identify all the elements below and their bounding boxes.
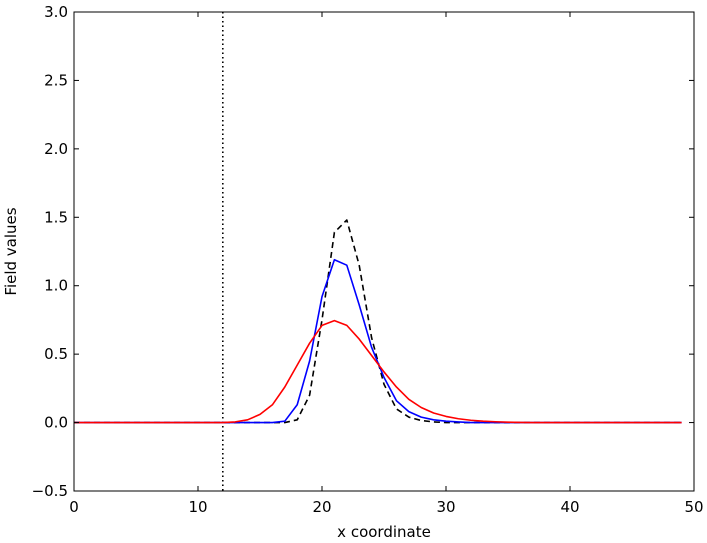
- x-axis-label: x coordinate: [337, 523, 431, 541]
- x-tick-label: 0: [69, 498, 79, 516]
- y-tick-label: 0.0: [44, 414, 68, 432]
- series-line-2: [74, 258, 682, 424]
- y-tick-label: 3.0: [44, 3, 68, 21]
- y-tick-label: 1.0: [44, 277, 68, 295]
- y-tick-label: 2.5: [44, 71, 68, 89]
- x-tick-label: 50: [684, 498, 703, 516]
- x-tick-label: 20: [312, 498, 331, 516]
- x-tick-label: 10: [188, 498, 207, 516]
- axis-ticks: 0 10 20 30 40 50 −0.5 0.0 0.5 1.0 1.5 2.0 2.5 3.0: [32, 3, 704, 516]
- plot-frame: [73, 11, 695, 492]
- y-tick-label: −0.5: [32, 482, 68, 500]
- y-tick-label: 0.5: [44, 345, 68, 363]
- x-tick-label: 30: [436, 498, 455, 516]
- y-tick-label: 2.0: [44, 140, 68, 158]
- plot-marks: [74, 12, 682, 491]
- y-tick-label: 1.5: [44, 208, 68, 226]
- x-tick-label: 40: [560, 498, 579, 516]
- y-axis-label: Field values: [2, 207, 20, 295]
- series-line-3: [74, 319, 682, 424]
- series-line-1: [74, 219, 682, 424]
